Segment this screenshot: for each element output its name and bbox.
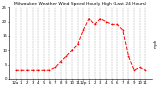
Title: Milwaukee Weather Wind Speed Hourly High (Last 24 Hours): Milwaukee Weather Wind Speed Hourly High… [14,2,147,6]
Y-axis label: mph: mph [154,38,158,48]
